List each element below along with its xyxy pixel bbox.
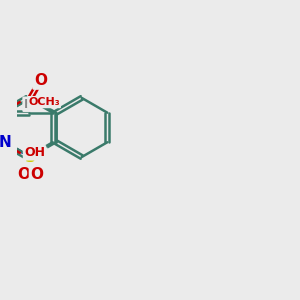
Text: S: S <box>25 149 36 164</box>
Text: H: H <box>24 98 34 111</box>
Text: O: O <box>34 73 47 88</box>
Text: O: O <box>30 167 43 182</box>
Text: OH: OH <box>24 146 45 159</box>
Text: OCH₃: OCH₃ <box>28 97 60 107</box>
Text: CH₃: CH₃ <box>24 148 46 158</box>
Text: N: N <box>0 135 11 150</box>
Text: O: O <box>18 167 31 182</box>
